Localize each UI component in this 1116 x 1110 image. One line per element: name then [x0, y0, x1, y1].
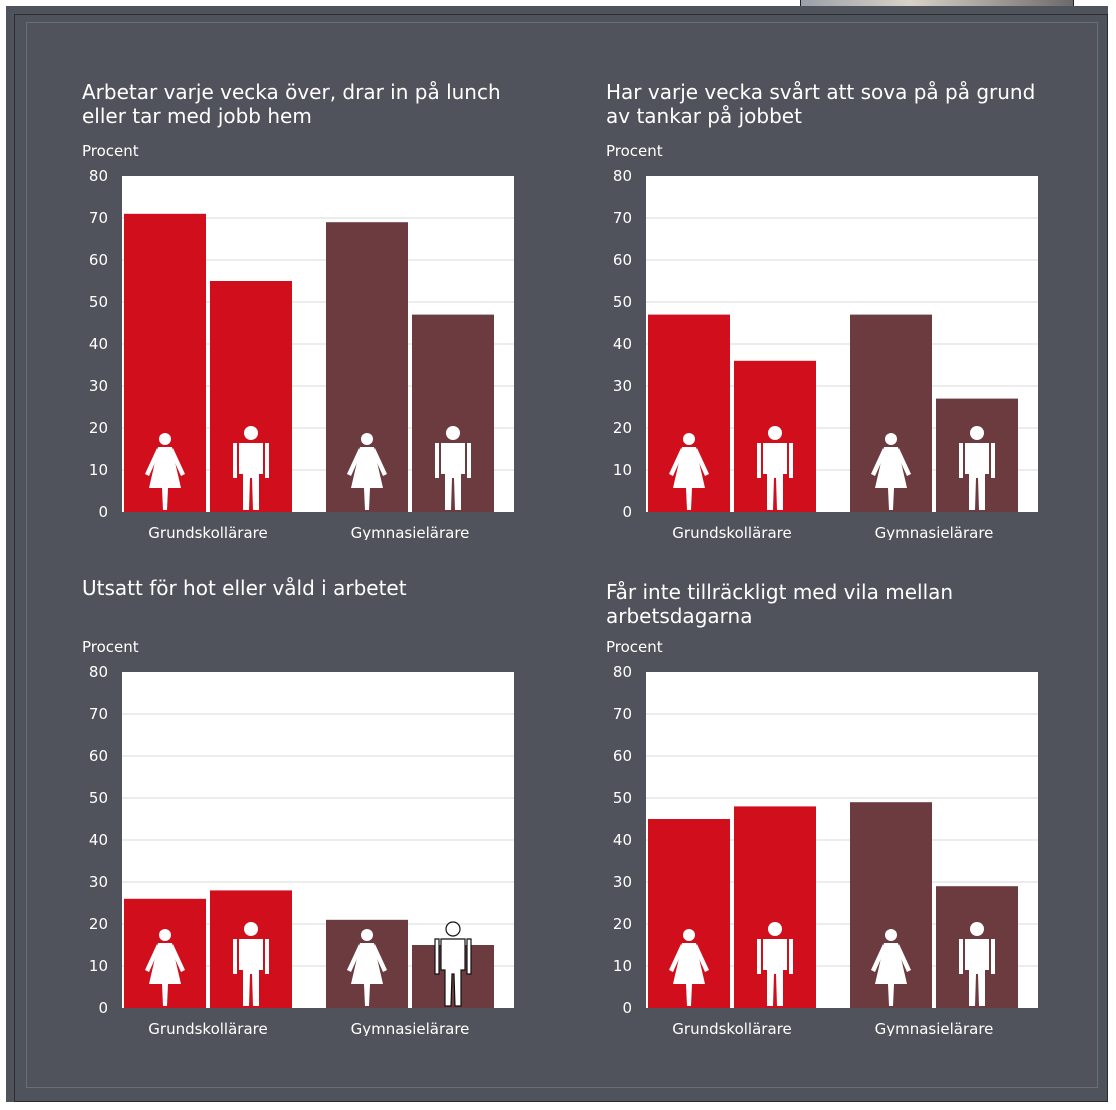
male-figure-icon [959, 426, 995, 510]
female-figure-icon [871, 433, 911, 510]
y-tick-label: 80 [89, 663, 108, 681]
y-tick-label: 20 [89, 419, 108, 437]
male-figure-icon [959, 922, 995, 1006]
female-figure-icon [871, 929, 911, 1006]
male-figure-icon [757, 426, 793, 510]
female-figure-icon [347, 433, 387, 510]
female-figure-icon [669, 929, 709, 1006]
y-tick-label: 0 [622, 999, 632, 1017]
y-axis-label: Procent [606, 638, 663, 656]
x-tick-label: Grundskollärare [672, 1020, 791, 1036]
female-figure-icon [145, 929, 185, 1006]
y-tick-label: 0 [98, 503, 108, 521]
y-tick-label: 50 [89, 789, 108, 807]
x-tick-label: Gymnasielärare [351, 524, 470, 540]
x-tick-label: Gymnasielärare [875, 1020, 994, 1036]
male-figure-icon [757, 922, 793, 1006]
y-axis-label: Procent [82, 142, 139, 160]
y-tick-label: 70 [89, 209, 108, 227]
y-tick-label: 10 [89, 957, 108, 975]
y-tick-label: 80 [89, 167, 108, 185]
x-tick-label: Grundskollärare [672, 524, 791, 540]
y-tick-label: 20 [613, 419, 632, 437]
y-tick-label: 60 [89, 747, 108, 765]
y-tick-label: 20 [613, 915, 632, 933]
male-figure-icon [435, 426, 471, 510]
male-figure-icon [434, 921, 472, 1007]
y-tick-label: 10 [613, 461, 632, 479]
chart-plot: Procent 0 10 20 30 40 50 60 70 80 Grundskollärare G… [82, 142, 514, 540]
x-tick-label: Gymnasielärare [351, 1020, 470, 1036]
y-tick-label: 10 [89, 461, 108, 479]
y-tick-label: 70 [89, 705, 108, 723]
y-tick-label: 70 [613, 209, 632, 227]
y-tick-label: 30 [613, 873, 632, 891]
y-tick-label: 40 [613, 335, 632, 353]
y-axis-label: Procent [606, 142, 663, 160]
y-tick-label: 80 [613, 663, 632, 681]
y-tick-label: 70 [613, 705, 632, 723]
y-tick-label: 60 [89, 251, 108, 269]
y-tick-label: 0 [98, 999, 108, 1017]
male-figure-icon [233, 922, 269, 1006]
y-tick-label: 50 [613, 789, 632, 807]
female-figure-icon [145, 433, 185, 510]
x-tick-label: Gymnasielärare [875, 524, 994, 540]
chart-plot: Procent 0 10 20 30 40 50 60 70 80 Grundskollärare G… [606, 142, 1038, 540]
female-figure-icon [669, 433, 709, 510]
y-tick-label: 30 [89, 873, 108, 891]
y-axis-label: Procent [82, 638, 139, 656]
chart-title: Får inte tillräckligt med vila mellan ar… [606, 580, 954, 628]
chart-plot: Procent 0 10 20 30 40 50 60 70 80 Grundskollärare G… [82, 638, 514, 1036]
y-tick-label: 30 [613, 377, 632, 395]
male-figure-icon [233, 426, 269, 510]
y-tick-label: 30 [89, 377, 108, 395]
chart-plot: Procent 0 10 20 30 40 50 60 70 80 Grundskollärare G… [606, 638, 1038, 1036]
y-tick-label: 20 [89, 915, 108, 933]
bar-grundskola-men [734, 806, 816, 1008]
y-tick-label: 80 [613, 167, 632, 185]
y-tick-label: 40 [89, 831, 108, 849]
x-tick-label: Grundskollärare [148, 1020, 267, 1036]
chart-title: Utsatt för hot eller våld i arbetet [82, 576, 407, 600]
y-tick-label: 40 [89, 335, 108, 353]
female-figure-icon [347, 929, 387, 1006]
x-tick-label: Grundskollärare [148, 524, 267, 540]
y-tick-label: 0 [622, 503, 632, 521]
chart-title: Har varje vecka svårt att sova på på gru… [606, 80, 1036, 128]
y-tick-label: 40 [613, 831, 632, 849]
y-tick-label: 50 [89, 293, 108, 311]
y-tick-label: 60 [613, 251, 632, 269]
bar-gymnasie-men [412, 314, 494, 512]
chart-title: Arbetar varje vecka över, drar in på lun… [82, 80, 501, 128]
y-tick-label: 10 [613, 957, 632, 975]
y-tick-label: 50 [613, 293, 632, 311]
y-tick-label: 60 [613, 747, 632, 765]
